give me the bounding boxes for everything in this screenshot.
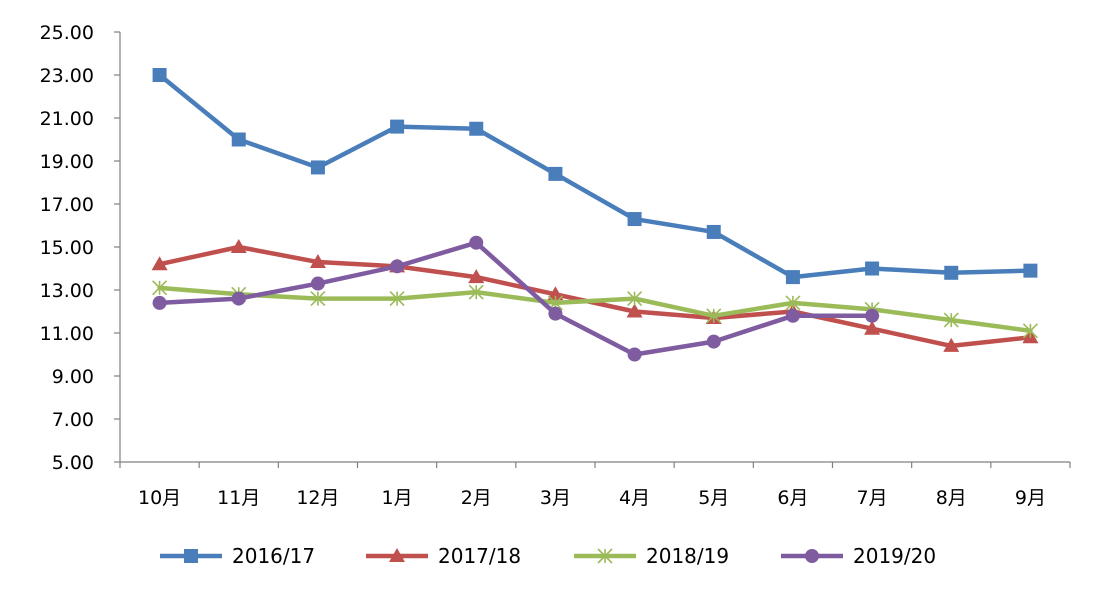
y-tick-label: 15.00 — [40, 237, 94, 259]
y-axis-tick-labels: 5.00 7.00 9.00 11.00 13.00 15.00 17.00 19.00 21.… — [40, 22, 94, 474]
data-point — [626, 303, 643, 318]
axes — [114, 31, 1071, 468]
data-point — [310, 291, 326, 307]
y-tick-label: 5.00 — [52, 452, 94, 474]
y-tick-label: 23.00 — [40, 65, 94, 87]
legend-marker — [805, 549, 819, 563]
legend-label: 2019/20 — [853, 544, 936, 568]
x-tick-label: 4月 — [619, 487, 650, 509]
legend-marker — [597, 548, 613, 564]
x-tick-label: 5月 — [698, 487, 729, 509]
data-point — [943, 337, 960, 352]
data-point — [468, 269, 485, 284]
data-point — [627, 347, 642, 362]
legend-item: 2018/19 — [574, 544, 729, 568]
data-point — [706, 224, 721, 239]
data-point — [231, 132, 246, 147]
data-point — [151, 256, 168, 271]
x-tick-label: 11月 — [217, 487, 260, 509]
data-point — [152, 295, 167, 310]
data-point — [785, 270, 800, 285]
legend-label: 2018/19 — [646, 544, 729, 568]
y-tick-label: 21.00 — [40, 108, 94, 130]
data-point — [389, 291, 405, 307]
data-point — [627, 291, 643, 307]
data-point — [548, 166, 563, 181]
data-point — [390, 119, 405, 134]
legend-label: 2016/17 — [232, 544, 315, 568]
y-tick-label: 13.00 — [40, 280, 94, 302]
data-point — [309, 254, 326, 269]
series-line — [157, 285, 1033, 334]
data-point — [152, 280, 168, 296]
data-point — [231, 291, 246, 306]
data-point — [469, 121, 484, 136]
data-point — [627, 212, 642, 227]
series-2016-17 — [152, 68, 1038, 285]
legend-marker — [389, 548, 405, 562]
x-tick-label: 6月 — [777, 487, 808, 509]
legend-label: 2017/18 — [438, 544, 521, 568]
x-axis-tick-labels: 10月 11月 12月 1月 2月 3月 4月 5月 6月 7月 8月 9月 — [138, 487, 1046, 509]
data-point — [864, 320, 881, 335]
data-point — [469, 235, 484, 250]
series-2018-19 — [152, 280, 1038, 339]
legend-marker — [184, 549, 198, 563]
data-point — [944, 265, 959, 280]
y-tick-label: 11.00 — [40, 323, 94, 345]
x-tick-label: 10月 — [138, 487, 181, 509]
series-2019-20 — [152, 235, 880, 362]
data-point — [865, 308, 880, 323]
data-point — [310, 276, 325, 291]
series-line — [157, 72, 1033, 280]
x-tick-label: 7月 — [857, 487, 888, 509]
data-point — [706, 308, 722, 324]
series-lines — [151, 68, 1039, 362]
y-tick-label: 9.00 — [52, 366, 94, 388]
y-tick-label: 25.00 — [40, 22, 94, 44]
data-point — [548, 306, 563, 321]
legend-item: 2019/20 — [781, 544, 936, 568]
data-point — [785, 295, 801, 311]
data-point — [547, 286, 564, 301]
data-point — [390, 259, 405, 274]
legend: 2016/17 2017/18 2018/19 2019/20 — [160, 544, 936, 568]
x-tick-label: 2月 — [461, 487, 492, 509]
data-point — [865, 261, 880, 276]
x-tick-label: 9月 — [1015, 487, 1046, 509]
data-point — [152, 68, 167, 82]
data-point — [706, 334, 721, 349]
data-point — [310, 160, 325, 175]
data-point — [230, 239, 247, 253]
legend-item: 2016/17 — [160, 544, 315, 568]
x-tick-label: 12月 — [296, 487, 339, 509]
y-tick-label: 19.00 — [40, 151, 94, 173]
data-point — [1023, 263, 1038, 278]
x-tick-label: 1月 — [382, 487, 413, 509]
y-tick-label: 17.00 — [40, 194, 94, 216]
data-point — [943, 312, 959, 328]
x-tick-label: 8月 — [936, 487, 967, 509]
x-tick-label: 3月 — [540, 487, 571, 509]
legend-item: 2017/18 — [366, 544, 521, 568]
series-line — [157, 240, 875, 357]
data-point — [785, 308, 800, 323]
y-tick-label: 7.00 — [52, 409, 94, 431]
data-point — [1022, 323, 1038, 339]
data-point — [468, 284, 484, 300]
